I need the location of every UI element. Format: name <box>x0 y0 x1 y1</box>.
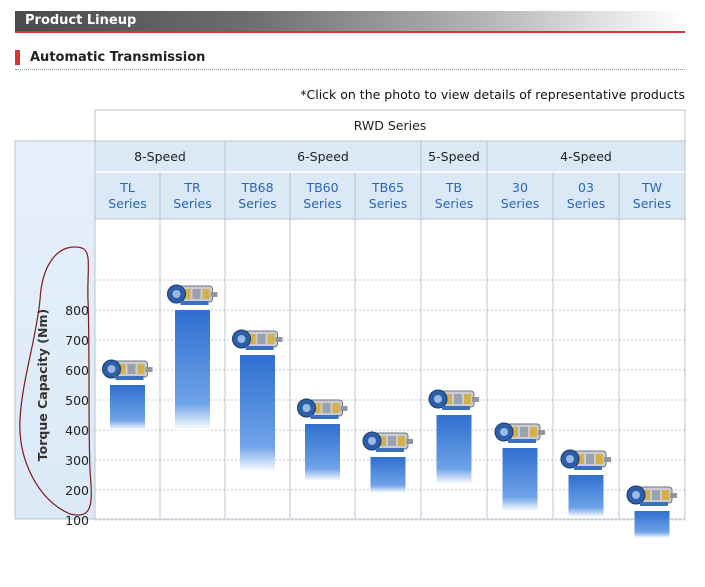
y-tick-label: 200 <box>65 483 89 498</box>
series-sub-label: Series <box>567 196 605 211</box>
page-title: Product Lineup <box>25 13 137 28</box>
y-tick-label: 300 <box>65 453 89 468</box>
series-name-link: TR <box>183 180 201 195</box>
torque-bar <box>436 415 472 484</box>
series-name-link: TL <box>119 180 135 195</box>
transmission-photo[interactable] <box>297 398 348 419</box>
speed-group-label: 5-Speed <box>428 149 480 164</box>
series-name-link: TB65 <box>371 180 404 195</box>
y-axis-panel <box>15 141 95 519</box>
transmission-photo[interactable] <box>428 389 479 410</box>
transmission-photo[interactable] <box>560 449 611 470</box>
product-lineup-header: Product Lineup <box>15 11 685 31</box>
transmission-photo[interactable] <box>232 329 283 350</box>
torque-bar <box>110 385 145 430</box>
speed-group-label: 4-Speed <box>560 149 612 164</box>
rwd-series-label: RWD Series <box>354 118 427 133</box>
series-name-link: 03 <box>578 180 594 195</box>
transmission-photo[interactable] <box>102 359 153 380</box>
series-name-link: 30 <box>512 180 528 195</box>
torque-bar <box>240 355 275 472</box>
y-tick-label: 100 <box>65 513 89 528</box>
y-tick-label: 700 <box>65 333 89 348</box>
series-sub-label: Series <box>238 196 276 211</box>
section-title: Automatic Transmission <box>30 50 206 65</box>
rwd-header-cell <box>95 110 685 141</box>
y-tick-label: 800 <box>65 303 89 318</box>
series-name-link: TB60 <box>305 180 338 195</box>
series-name-link: TW <box>641 180 662 195</box>
transmission-photo[interactable] <box>167 284 218 305</box>
y-tick-label: 500 <box>65 393 89 408</box>
torque-bar <box>370 457 406 493</box>
torque-bar <box>502 448 538 511</box>
header-background <box>95 141 685 219</box>
series-sub-label: Series <box>303 196 341 211</box>
series-sub-label: Series <box>108 196 146 211</box>
header-underline <box>15 31 685 33</box>
torque-bar <box>568 475 604 517</box>
section-divider <box>15 69 685 70</box>
torque-bar <box>175 310 210 430</box>
speed-group-label: 8-Speed <box>134 149 186 164</box>
series-sub-label: Series <box>173 196 211 211</box>
torque-bar <box>634 511 670 538</box>
transmission-photo[interactable] <box>362 431 413 452</box>
series-name-link: TB68 <box>240 180 273 195</box>
click-note: *Click on the photo to view details of r… <box>300 87 685 102</box>
series-sub-label: Series <box>501 196 539 211</box>
section-marker <box>15 50 20 65</box>
transmission-photo[interactable] <box>494 422 545 443</box>
y-axis-title: Torque Capacity (Nm) <box>35 309 50 461</box>
series-name-link: TB <box>445 180 462 195</box>
series-sub-label: Series <box>633 196 671 211</box>
series-sub-label: Series <box>369 196 407 211</box>
series-sub-label: Series <box>435 196 473 211</box>
speed-group-label: 6-Speed <box>297 149 349 164</box>
annotation-circle <box>19 246 92 516</box>
y-tick-label: 400 <box>65 423 89 438</box>
y-tick-label: 600 <box>65 363 89 378</box>
torque-bar <box>305 424 340 481</box>
transmission-photo[interactable] <box>626 485 677 506</box>
